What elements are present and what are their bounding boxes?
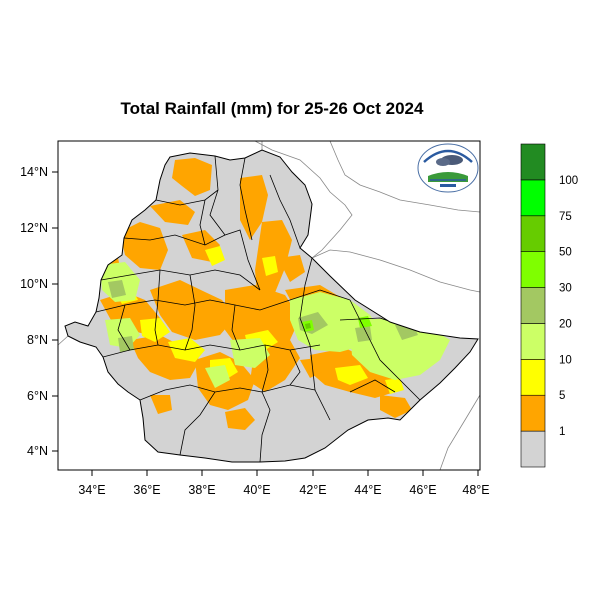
legend-label: 1 [559,426,565,438]
lat-tick-label: 14°N [20,165,48,179]
lat-tick-label: 6°N [27,389,48,403]
lat-tick-label: 10°N [20,277,48,291]
map-title: Total Rainfall (mm) for 25-26 Oct 2024 [121,99,424,118]
legend-swatch [520,143,546,181]
lon-tick-label: 44°E [354,483,381,497]
rainfall-shading [100,158,450,430]
legend-label: 5 [559,390,565,402]
lat-tick-label: 8°N [27,333,48,347]
legend-label: 10 [559,354,572,366]
legend-label: 75 [559,211,572,223]
admin-boundaries [95,155,421,462]
legend-label: 30 [559,283,572,295]
legend-label: 20 [559,318,572,330]
legend-swatch [520,179,546,217]
legend-swatch [520,215,546,252]
rainfall-legend: 1 5 10 20 30 50 75 100 [520,143,578,468]
neighbor-borders [57,140,481,471]
legend-swatch [520,323,546,360]
legend-label: 100 [559,175,578,187]
axis-ticks [52,171,479,476]
lon-tick-label: 42°E [299,483,326,497]
longitude-tick-labels: 34°E 36°E 38°E 40°E 42°E 44°E 46°E 48°E [78,483,489,497]
legend-swatch [520,430,546,468]
legend-label: 50 [559,247,572,259]
rainfall-class-75mm [305,323,311,329]
ethiopian-meteorology-institute-logo [417,143,479,193]
legend-swatch [520,251,546,288]
legend-swatch [520,359,546,396]
lon-tick-label: 48°E [462,483,489,497]
latitude-tick-labels: 14°N 12°N 10°N 8°N 6°N 4°N [20,165,48,458]
lat-tick-label: 12°N [20,221,48,235]
legend-swatch [520,287,546,324]
lon-tick-label: 40°E [243,483,270,497]
lon-tick-label: 38°E [188,483,215,497]
legend-swatch [520,394,546,432]
lon-tick-label: 46°E [409,483,436,497]
lon-tick-label: 36°E [133,483,160,497]
lon-tick-label: 34°E [78,483,105,497]
plot-frame [57,140,481,471]
lat-tick-label: 4°N [27,444,48,458]
ethiopia-border [64,149,479,463]
